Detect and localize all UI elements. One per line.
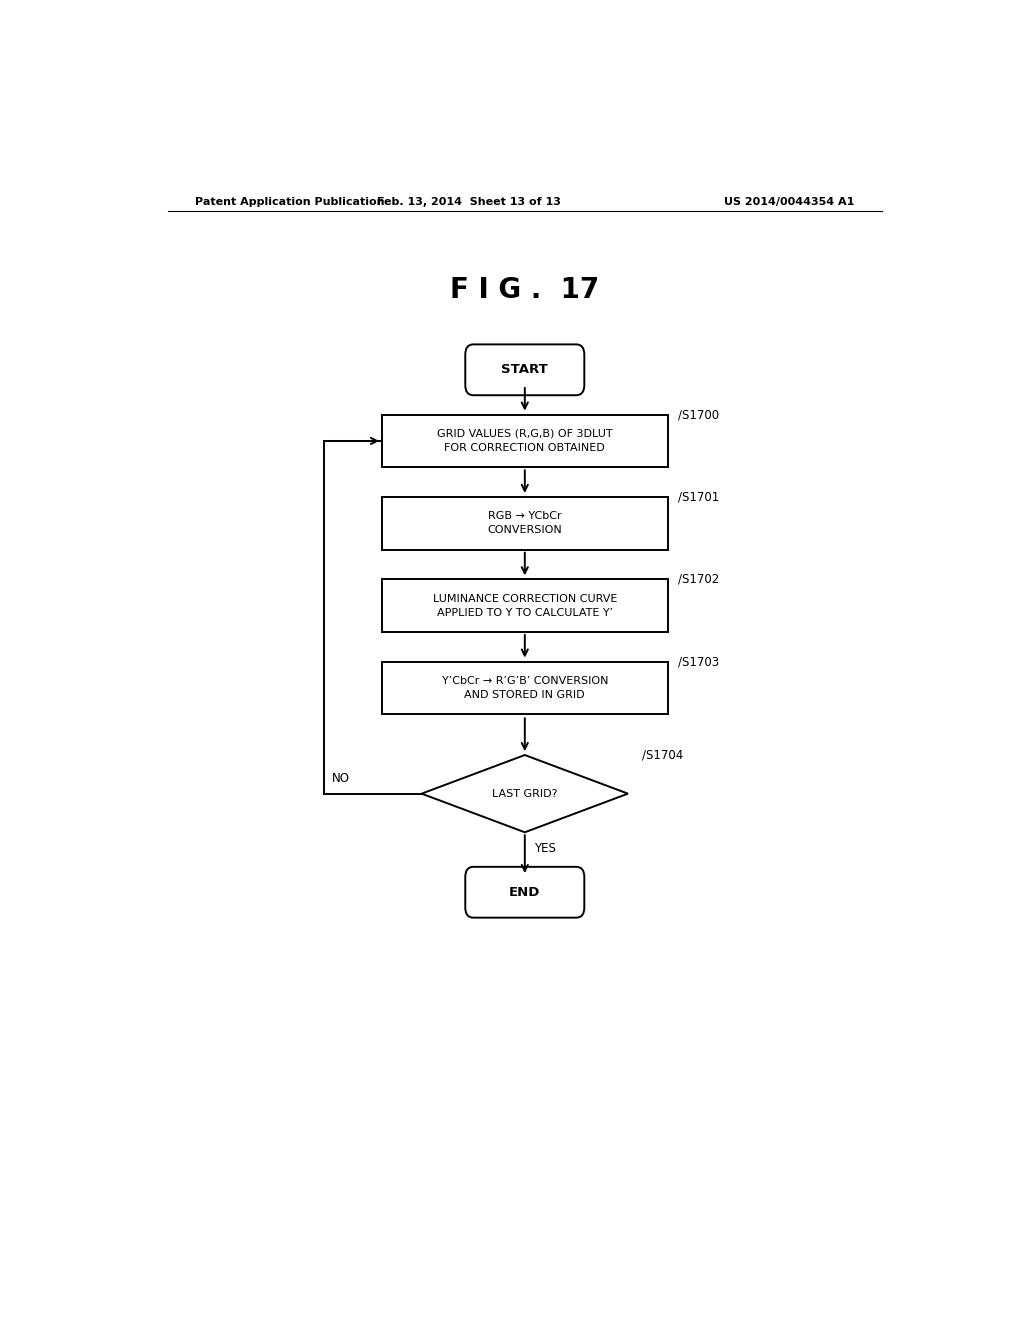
Text: /S1700: /S1700: [678, 408, 719, 421]
Text: Y’CbCr → R’G’B’ CONVERSION
AND STORED IN GRID: Y’CbCr → R’G’B’ CONVERSION AND STORED IN…: [441, 676, 608, 700]
FancyBboxPatch shape: [465, 345, 585, 395]
Text: NO: NO: [332, 772, 349, 785]
Bar: [382, 496, 668, 549]
Text: /S1704: /S1704: [642, 748, 683, 762]
Text: US 2014/0044354 A1: US 2014/0044354 A1: [724, 197, 854, 207]
Text: /S1701: /S1701: [678, 490, 719, 503]
Text: /S1703: /S1703: [678, 655, 719, 668]
Text: Feb. 13, 2014  Sheet 13 of 13: Feb. 13, 2014 Sheet 13 of 13: [377, 197, 561, 207]
FancyBboxPatch shape: [465, 867, 585, 917]
Text: YES: YES: [535, 842, 556, 855]
Text: RGB → YCbCr
CONVERSION: RGB → YCbCr CONVERSION: [487, 511, 562, 536]
Polygon shape: [422, 755, 628, 833]
Bar: [382, 661, 668, 714]
Text: Patent Application Publication: Patent Application Publication: [196, 197, 385, 207]
Text: START: START: [502, 363, 548, 376]
Text: /S1702: /S1702: [678, 573, 719, 586]
Text: END: END: [509, 886, 541, 899]
Bar: [382, 579, 668, 632]
Text: F I G .  17: F I G . 17: [451, 276, 599, 304]
Text: LAST GRID?: LAST GRID?: [493, 788, 557, 799]
Text: GRID VALUES (R,G,B) OF 3DLUT
FOR CORRECTION OBTAINED: GRID VALUES (R,G,B) OF 3DLUT FOR CORRECT…: [437, 429, 612, 453]
Bar: [382, 414, 668, 467]
Text: LUMINANCE CORRECTION CURVE
APPLIED TO Y TO CALCULATE Y’: LUMINANCE CORRECTION CURVE APPLIED TO Y …: [432, 594, 617, 618]
